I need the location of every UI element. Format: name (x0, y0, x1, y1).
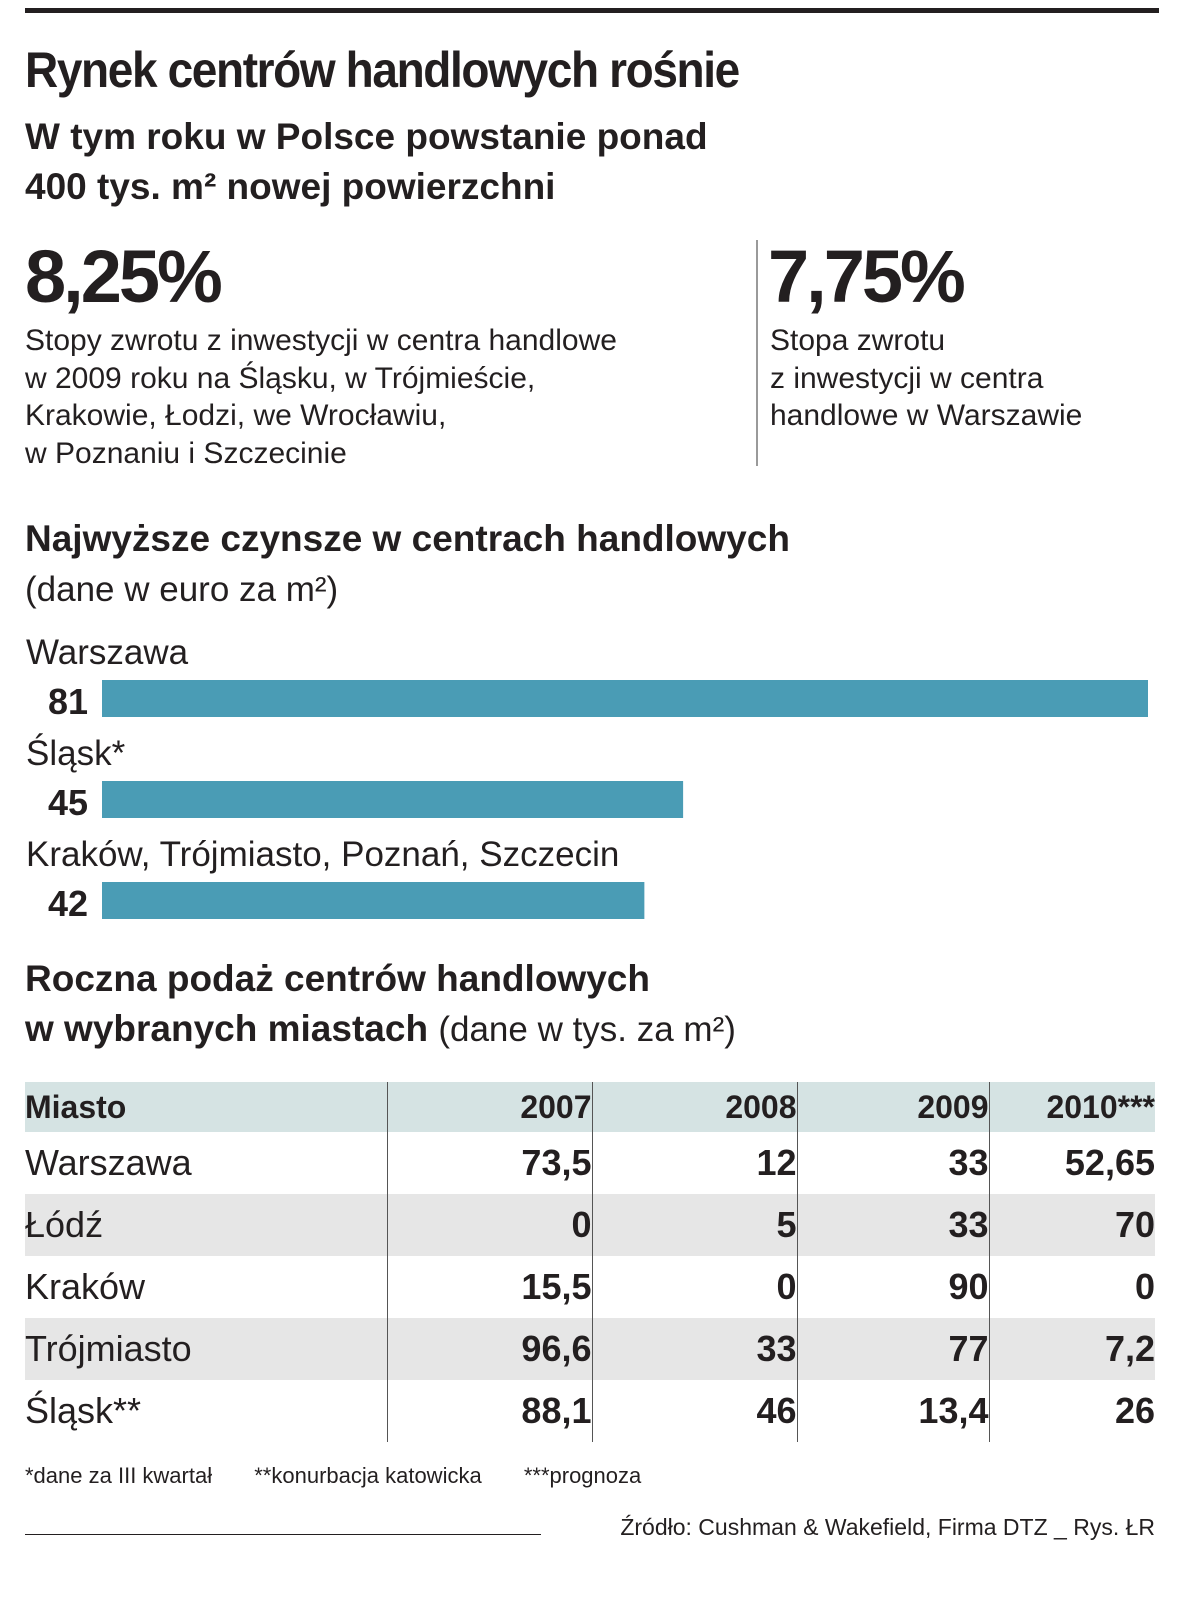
footnote-forecast: ***prognoza (523, 1463, 642, 1488)
value-cell: 26 (988, 1380, 1155, 1442)
city-cell: Śląsk** (25, 1390, 142, 1431)
bottom-rule (25, 1534, 541, 1535)
page-title: Rynek centrów handlowych rośnie (25, 42, 740, 98)
city-cell: Warszawa (25, 1142, 192, 1183)
value-cell: 0 (386, 1194, 592, 1256)
value-cell: 33 (796, 1194, 989, 1256)
value-cell: 13,4 (796, 1380, 989, 1442)
value-cell: 52,65 (988, 1132, 1155, 1194)
column-header-2010: 2010*** (988, 1082, 1155, 1132)
value-cell: 90 (796, 1256, 989, 1318)
bar-value-label: 81 (48, 681, 88, 722)
page-subtitle: W tym roku w Polsce powstanie ponad 400 … (25, 112, 708, 212)
value-cell: 33 (591, 1318, 797, 1380)
supply-table-unit: (dane w tys. za m²) (438, 1010, 736, 1049)
value-cell: 73,5 (386, 1132, 592, 1194)
top-rule (25, 8, 1159, 13)
city-cell: Trójmiasto (25, 1318, 387, 1380)
column-header-2009: 2009 (796, 1082, 989, 1132)
column-header-2008: 2008 (591, 1082, 797, 1132)
supply-title-line-1: Roczna podaż centrów handlowych (25, 958, 650, 999)
supply-table-title: Roczna podaż centrów handlowych w wybran… (25, 954, 736, 1055)
value-cell: 70 (988, 1194, 1155, 1256)
source-credit: Źródło: Cushman & Wakefield, Firma DTZ _… (620, 1514, 1155, 1540)
value-cell: 12 (591, 1132, 797, 1194)
footnotes: *dane za III kwartał **konurbacja katowi… (25, 1462, 677, 1490)
value-cell: 46 (591, 1380, 797, 1442)
value-cell: 96,6 (386, 1318, 592, 1380)
rent-chart-unit: (dane w euro za m²) (25, 570, 339, 609)
table-row: Kraków 15,5 0 90 0 (25, 1256, 1155, 1318)
column-header-2007: 2007 (386, 1082, 592, 1132)
bar-value-label: 42 (48, 883, 88, 924)
footnote-quarter: *dane za III kwartał (25, 1463, 213, 1488)
value-cell: 7,2 (988, 1318, 1155, 1380)
stat-regions-description: Stopy zwrotu z inwestycji w centra handl… (25, 324, 617, 470)
stat-warsaw-description: Stopa zwrotu z inwestycji w centra handl… (770, 324, 1083, 432)
rent-bar-chart: Warszawa 81 Śląsk* 45 Kraków, Trójmiasto, Po… (26, 633, 1148, 924)
stat-warsaw-value: 7,75% (768, 235, 966, 318)
value-cell: 33 (796, 1132, 989, 1194)
table-row: Warszawa 73,5 12 33 52,65 (25, 1132, 1155, 1194)
bar-category-label: Kraków, Trójmiasto, Poznań, Szczecin (26, 835, 619, 874)
footnote-conurbation: **konurbacja katowicka (254, 1463, 482, 1488)
bar-category-label: Śląsk* (26, 733, 126, 773)
stat-divider (756, 240, 758, 466)
value-cell: 0 (591, 1256, 797, 1318)
bar (102, 781, 684, 818)
subtitle-line-2: 400 tys. m² nowej powierzchni (25, 166, 556, 207)
value-cell: 5 (591, 1194, 797, 1256)
rent-chart-title: Najwyższe czynsze w centrach handlowych (25, 518, 790, 559)
bar-value-label: 45 (48, 782, 88, 823)
bar (102, 680, 1148, 717)
table-row: Trójmiasto 96,6 33 77 7,2 (25, 1318, 1155, 1380)
bar (102, 882, 645, 919)
city-cell: Kraków (25, 1266, 146, 1307)
subtitle-line-1: W tym roku w Polsce powstanie ponad (25, 116, 708, 157)
table-row: Łódź 0 5 33 70 (25, 1194, 1155, 1256)
column-header-city: Miasto (25, 1082, 387, 1132)
city-cell: Łódź (25, 1194, 387, 1256)
stat-regions-value: 8,25% (25, 235, 223, 318)
value-cell: 0 (988, 1256, 1155, 1318)
value-cell: 77 (796, 1318, 989, 1380)
supply-title-line-2: w wybranych miastach (25, 1008, 429, 1049)
value-cell: 88,1 (386, 1380, 592, 1442)
supply-table: Miasto 2007 2008 2009 2010*** Warszawa 7… (25, 1082, 1155, 1442)
value-cell: 15,5 (386, 1256, 592, 1318)
table-row: Śląsk** 88,1 46 13,4 26 (25, 1380, 1155, 1442)
bar-category-label: Warszawa (26, 633, 189, 672)
table-header-row: Miasto 2007 2008 2009 2010*** (25, 1082, 1155, 1132)
